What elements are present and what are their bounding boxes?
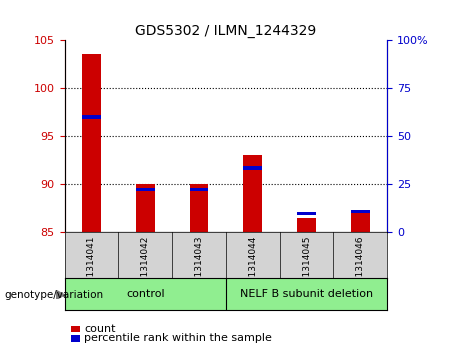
Bar (297, 212, 316, 215)
Polygon shape (56, 290, 65, 299)
Text: GSM1314046: GSM1314046 (356, 236, 365, 297)
Text: count: count (84, 324, 115, 334)
Bar (351, 211, 370, 232)
Text: percentile rank within the sample: percentile rank within the sample (84, 333, 272, 343)
Title: GDS5302 / ILMN_1244329: GDS5302 / ILMN_1244329 (135, 24, 317, 37)
Text: GSM1314042: GSM1314042 (141, 236, 150, 296)
Text: GSM1314043: GSM1314043 (195, 236, 203, 297)
Text: NELF B subunit deletion: NELF B subunit deletion (240, 289, 373, 299)
Bar (243, 155, 262, 232)
Text: GSM1314041: GSM1314041 (87, 236, 96, 297)
Bar (351, 210, 370, 213)
Text: GSM1314044: GSM1314044 (248, 236, 257, 296)
Bar (82, 54, 101, 232)
Bar (243, 166, 262, 170)
Bar (136, 184, 154, 232)
Bar (136, 188, 154, 191)
Text: control: control (126, 289, 165, 299)
Bar (297, 218, 316, 232)
Bar (189, 188, 208, 191)
Bar (189, 184, 208, 232)
Text: GSM1314045: GSM1314045 (302, 236, 311, 297)
Text: genotype/variation: genotype/variation (5, 290, 104, 300)
Bar (82, 115, 101, 119)
